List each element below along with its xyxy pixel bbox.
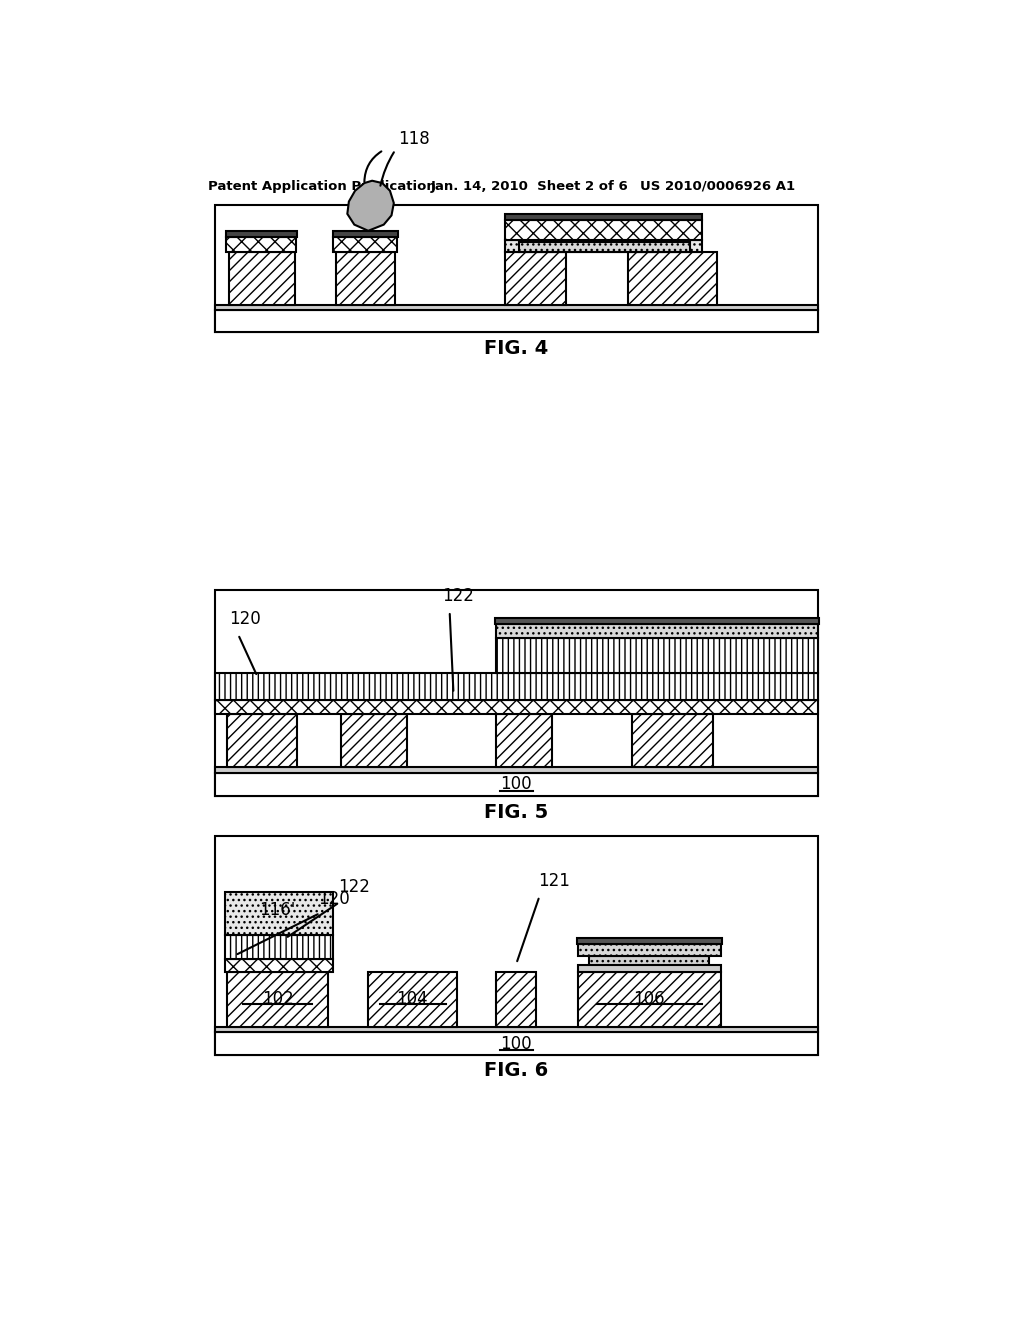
Bar: [578, 965, 721, 972]
Bar: [225, 935, 334, 960]
Text: Jan. 14, 2010  Sheet 2 of 6: Jan. 14, 2010 Sheet 2 of 6: [430, 180, 628, 193]
Text: 122: 122: [338, 878, 370, 896]
Text: FIG. 6: FIG. 6: [484, 1061, 549, 1080]
Bar: [215, 305, 818, 310]
Text: 120: 120: [317, 890, 349, 908]
Bar: [215, 310, 818, 331]
Bar: [496, 714, 552, 767]
Bar: [215, 774, 818, 796]
Bar: [628, 252, 717, 305]
Bar: [506, 220, 701, 240]
Bar: [505, 214, 702, 220]
Bar: [578, 944, 721, 956]
Bar: [496, 624, 818, 638]
Bar: [589, 956, 710, 966]
Bar: [226, 238, 296, 252]
Text: 100: 100: [501, 775, 532, 793]
Text: 116': 116': [259, 902, 296, 919]
Bar: [632, 714, 713, 767]
Polygon shape: [347, 181, 394, 231]
Bar: [215, 700, 818, 714]
Bar: [215, 1027, 818, 1032]
Bar: [227, 972, 328, 1027]
Text: Patent Application Publication: Patent Application Publication: [208, 180, 435, 193]
Bar: [225, 231, 297, 238]
Bar: [496, 638, 818, 673]
Bar: [506, 252, 566, 305]
Bar: [336, 252, 395, 305]
Bar: [215, 836, 818, 1056]
Bar: [228, 252, 295, 305]
Text: 100: 100: [501, 1035, 532, 1053]
Bar: [215, 205, 818, 331]
Bar: [578, 972, 721, 1027]
Bar: [215, 767, 818, 774]
Text: US 2010/0006926 A1: US 2010/0006926 A1: [640, 180, 795, 193]
Text: 120: 120: [228, 610, 260, 628]
Bar: [333, 231, 397, 238]
Text: 102: 102: [262, 990, 294, 1008]
Text: 121: 121: [538, 873, 569, 890]
Bar: [334, 238, 397, 252]
Text: 122: 122: [442, 587, 474, 605]
Bar: [227, 714, 297, 767]
Bar: [369, 972, 458, 1027]
Bar: [506, 240, 701, 252]
Bar: [215, 673, 818, 700]
Bar: [496, 972, 537, 1027]
Text: FIG. 4: FIG. 4: [484, 339, 549, 358]
Bar: [341, 714, 407, 767]
Bar: [215, 1032, 818, 1056]
Bar: [577, 939, 722, 944]
Bar: [225, 960, 334, 972]
Text: 104: 104: [396, 990, 428, 1008]
Text: 118: 118: [397, 129, 429, 148]
Text: 106: 106: [633, 990, 665, 1008]
Bar: [496, 618, 818, 624]
Text: FIG. 5: FIG. 5: [484, 803, 549, 822]
Bar: [519, 242, 690, 252]
Bar: [215, 590, 818, 796]
Bar: [225, 892, 334, 935]
